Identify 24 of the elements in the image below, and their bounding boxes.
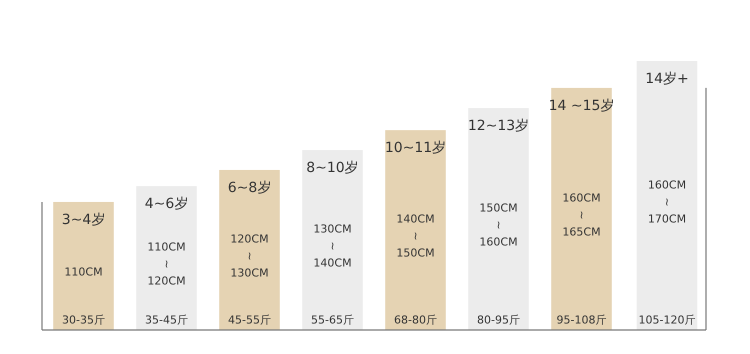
x-tick-label: 14岁+ xyxy=(645,71,689,87)
annotation: 55-65斤 xyxy=(310,312,355,328)
annotation: 80-95斤 xyxy=(476,312,521,328)
annotation: 45-55斤 xyxy=(227,312,272,328)
x-tick-label: 8~10岁 xyxy=(306,160,359,176)
annotation: 120CM ≀ 130CM xyxy=(229,231,270,282)
annotation: 110CM xyxy=(63,264,104,280)
x-tick-label: 12~13岁 xyxy=(468,118,530,134)
x-tick-label: 10~11岁 xyxy=(384,140,446,156)
annotation: 150CM ≀ 160CM xyxy=(478,200,519,251)
annotation: 110CM ≀ 120CM xyxy=(146,240,187,290)
x-tick-label: 3~4岁 xyxy=(62,212,106,228)
annotation: 160CM ≀ 165CM xyxy=(561,190,602,240)
annotation: 35-45斤 xyxy=(144,312,189,328)
annotation: 140CM ≀ 150CM xyxy=(395,212,436,262)
x-tick-label: 6~8岁 xyxy=(228,180,272,196)
annotation: 130CM ≀ 140CM xyxy=(312,222,353,272)
annotation: 30-35斤 xyxy=(61,312,106,328)
x-tick-label: 4~6岁 xyxy=(144,196,188,212)
annotation: 105-120斤 xyxy=(638,312,696,328)
annotation: 95-108斤 xyxy=(556,312,608,328)
x-tick-label: 14 ~15岁 xyxy=(548,98,614,114)
annotation: 160CM ≀ 170CM xyxy=(646,177,688,227)
annotation: 68-80斤 xyxy=(393,312,438,328)
